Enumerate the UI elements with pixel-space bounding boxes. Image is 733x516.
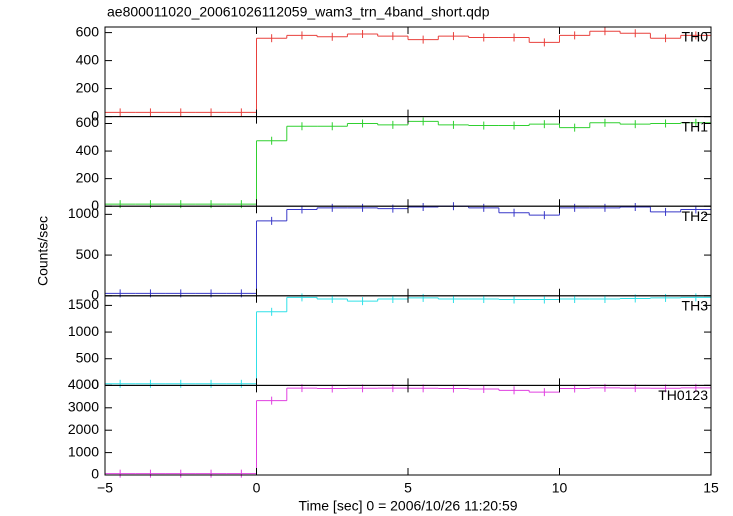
y-tick-label: 2000 (68, 421, 99, 437)
x-tick-label: 0 (253, 480, 261, 496)
y-tick-label: 0 (91, 107, 99, 123)
y-tick-label: 600 (76, 114, 100, 130)
y-tick-label: 0 (91, 197, 99, 213)
x-tick-label: 5 (404, 480, 412, 496)
y-tick-label: 1000 (68, 323, 99, 339)
y-axis-label: Counts/sec (35, 216, 51, 286)
y-tick-label: 0 (91, 466, 99, 482)
y-tick-label: 4000 (68, 376, 99, 392)
y-tick-label: 200 (76, 169, 100, 185)
panel-frame (104, 116, 712, 207)
chart-title: ae800011020_20061026112059_wam3_trn_4ban… (107, 4, 490, 20)
series-label: TH3 (682, 298, 709, 314)
y-tick-label: 400 (76, 51, 100, 67)
series-label: TH2 (682, 208, 709, 224)
y-tick-label: 0 (91, 287, 99, 303)
panel-frame (104, 295, 712, 386)
y-tick-label: 600 (76, 23, 100, 39)
y-tick-label: 500 (76, 246, 100, 262)
x-tick-label: 10 (552, 480, 568, 496)
y-tick-label: 1000 (68, 443, 99, 459)
y-tick-label: 1000 (68, 205, 99, 221)
y-tick-label: 400 (76, 142, 100, 158)
y-tick-label: 200 (76, 79, 100, 95)
series-label: TH1 (682, 118, 709, 134)
x-tick-label: 15 (703, 480, 719, 496)
x-axis-label: Time [sec] 0 = 2006/10/26 11:20:59 (298, 498, 517, 514)
y-tick-label: 0 (91, 376, 99, 392)
panel-frame (104, 384, 712, 476)
panel-frame (104, 205, 712, 297)
y-tick-label: 500 (76, 349, 100, 365)
panel-frame (104, 26, 712, 118)
y-tick-label: 3000 (68, 399, 99, 415)
y-tick-label: 1500 (68, 296, 99, 312)
series-label: TH0 (682, 29, 709, 45)
series-label: TH0123 (658, 387, 708, 403)
x-tick-label: −5 (97, 480, 113, 496)
